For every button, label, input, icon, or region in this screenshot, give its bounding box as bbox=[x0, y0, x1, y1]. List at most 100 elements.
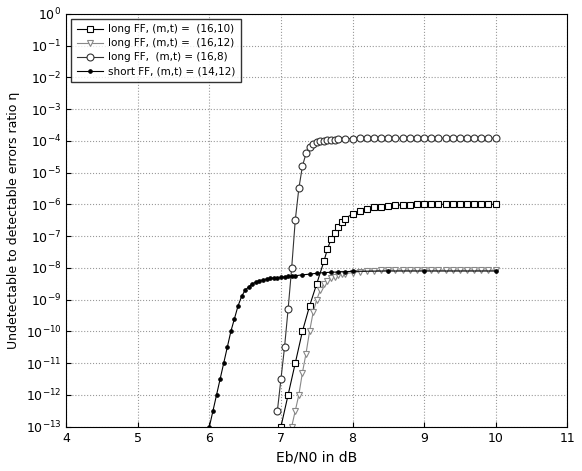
long FF, (m,t) =  (16,10) bbox=[392, 203, 399, 208]
long FF,  (m,t) = (16,8) bbox=[478, 136, 485, 141]
short FF, (m,t) = (14,12) bbox=[292, 273, 299, 279]
Y-axis label: Undetectable to detectable errors ratio η: Undetectable to detectable errors ratio … bbox=[7, 91, 20, 349]
short FF, (m,t) = (14,12) bbox=[253, 279, 260, 285]
short FF, (m,t) = (14,12) bbox=[256, 278, 263, 284]
short FF, (m,t) = (14,12) bbox=[213, 392, 220, 398]
long FF, (m,t) =  (16,12) bbox=[435, 267, 442, 273]
long FF,  (m,t) = (16,8) bbox=[342, 136, 349, 142]
long FF,  (m,t) = (16,8) bbox=[324, 138, 331, 143]
long FF, (m,t) =  (16,10) bbox=[492, 202, 499, 207]
short FF, (m,t) = (14,12) bbox=[328, 269, 335, 275]
long FF,  (m,t) = (16,8) bbox=[456, 136, 463, 141]
long FF, (m,t) =  (16,10) bbox=[363, 206, 370, 212]
short FF, (m,t) = (14,12) bbox=[278, 275, 285, 280]
short FF, (m,t) = (14,12) bbox=[321, 270, 328, 276]
long FF, (m,t) =  (16,12) bbox=[399, 267, 406, 273]
short FF, (m,t) = (14,12) bbox=[285, 274, 292, 279]
long FF, (m,t) =  (16,12) bbox=[328, 275, 335, 281]
long FF,  (m,t) = (16,8) bbox=[278, 376, 285, 382]
long FF,  (m,t) = (16,8) bbox=[281, 344, 288, 350]
long FF,  (m,t) = (16,8) bbox=[349, 136, 356, 141]
long FF,  (m,t) = (16,8) bbox=[471, 136, 478, 141]
long FF, (m,t) =  (16,12) bbox=[492, 267, 499, 273]
Line: long FF, (m,t) =  (16,10): long FF, (m,t) = (16,10) bbox=[278, 202, 498, 430]
long FF,  (m,t) = (16,8) bbox=[331, 137, 338, 142]
short FF, (m,t) = (14,12) bbox=[492, 268, 499, 274]
long FF, (m,t) =  (16,10) bbox=[385, 203, 392, 209]
long FF, (m,t) =  (16,12) bbox=[292, 408, 299, 414]
long FF, (m,t) =  (16,12) bbox=[303, 351, 310, 357]
long FF, (m,t) =  (16,12) bbox=[288, 424, 295, 430]
long FF, (m,t) =  (16,10) bbox=[478, 202, 485, 207]
Line: long FF, (m,t) =  (16,12): long FF, (m,t) = (16,12) bbox=[288, 267, 499, 430]
long FF, (m,t) =  (16,10) bbox=[338, 219, 345, 225]
short FF, (m,t) = (14,12) bbox=[421, 268, 428, 274]
short FF, (m,t) = (14,12) bbox=[267, 276, 274, 281]
long FF, (m,t) =  (16,10) bbox=[356, 208, 363, 213]
long FF, (m,t) =  (16,12) bbox=[471, 267, 478, 273]
long FF, (m,t) =  (16,10) bbox=[321, 259, 328, 264]
long FF,  (m,t) = (16,8) bbox=[285, 306, 292, 312]
long FF,  (m,t) = (16,8) bbox=[335, 137, 342, 142]
long FF, (m,t) =  (16,12) bbox=[335, 273, 342, 278]
long FF, (m,t) =  (16,12) bbox=[485, 267, 492, 273]
long FF,  (m,t) = (16,8) bbox=[295, 186, 302, 191]
long FF, (m,t) =  (16,10) bbox=[413, 202, 420, 207]
long FF,  (m,t) = (16,8) bbox=[442, 136, 449, 141]
short FF, (m,t) = (14,12) bbox=[206, 424, 213, 430]
long FF,  (m,t) = (16,8) bbox=[463, 136, 470, 141]
long FF, (m,t) =  (16,10) bbox=[342, 216, 349, 221]
long FF, (m,t) =  (16,12) bbox=[392, 267, 399, 273]
long FF, (m,t) =  (16,12) bbox=[371, 268, 378, 274]
long FF, (m,t) =  (16,10) bbox=[299, 329, 306, 334]
short FF, (m,t) = (14,12) bbox=[306, 271, 313, 277]
long FF,  (m,t) = (16,8) bbox=[449, 136, 456, 141]
short FF, (m,t) = (14,12) bbox=[228, 329, 235, 334]
short FF, (m,t) = (14,12) bbox=[245, 284, 252, 290]
long FF, (m,t) =  (16,10) bbox=[278, 424, 285, 430]
long FF, (m,t) =  (16,12) bbox=[349, 270, 356, 276]
short FF, (m,t) = (14,12) bbox=[203, 440, 210, 446]
short FF, (m,t) = (14,12) bbox=[260, 277, 267, 283]
long FF, (m,t) =  (16,12) bbox=[356, 269, 363, 275]
long FF, (m,t) =  (16,12) bbox=[449, 267, 456, 273]
long FF,  (m,t) = (16,8) bbox=[406, 136, 413, 141]
short FF, (m,t) = (14,12) bbox=[242, 287, 249, 293]
long FF, (m,t) =  (16,12) bbox=[421, 267, 428, 273]
long FF,  (m,t) = (16,8) bbox=[421, 136, 428, 141]
short FF, (m,t) = (14,12) bbox=[385, 268, 392, 274]
long FF, (m,t) =  (16,12) bbox=[299, 370, 306, 375]
long FF, (m,t) =  (16,12) bbox=[363, 268, 370, 274]
long FF,  (m,t) = (16,8) bbox=[292, 217, 299, 223]
long FF, (m,t) =  (16,12) bbox=[324, 278, 331, 284]
short FF, (m,t) = (14,12) bbox=[274, 275, 281, 281]
long FF, (m,t) =  (16,10) bbox=[435, 202, 442, 207]
long FF,  (m,t) = (16,8) bbox=[274, 408, 281, 414]
long FF, (m,t) =  (16,12) bbox=[321, 281, 328, 286]
short FF, (m,t) = (14,12) bbox=[335, 269, 342, 275]
short FF, (m,t) = (14,12) bbox=[288, 273, 295, 279]
short FF, (m,t) = (14,12) bbox=[263, 276, 270, 282]
long FF, (m,t) =  (16,10) bbox=[421, 202, 428, 207]
long FF,  (m,t) = (16,8) bbox=[313, 139, 320, 145]
long FF, (m,t) =  (16,10) bbox=[471, 202, 478, 207]
long FF, (m,t) =  (16,10) bbox=[292, 360, 299, 366]
long FF,  (m,t) = (16,8) bbox=[413, 136, 420, 141]
short FF, (m,t) = (14,12) bbox=[299, 272, 306, 277]
short FF, (m,t) = (14,12) bbox=[217, 376, 223, 382]
short FF, (m,t) = (14,12) bbox=[235, 303, 242, 309]
long FF, (m,t) =  (16,12) bbox=[317, 287, 324, 293]
long FF, (m,t) =  (16,10) bbox=[349, 211, 356, 217]
long FF, (m,t) =  (16,12) bbox=[338, 271, 345, 277]
long FF,  (m,t) = (16,8) bbox=[306, 144, 313, 150]
short FF, (m,t) = (14,12) bbox=[342, 269, 349, 275]
long FF,  (m,t) = (16,8) bbox=[399, 136, 406, 141]
long FF, (m,t) =  (16,10) bbox=[306, 303, 313, 309]
long FF,  (m,t) = (16,8) bbox=[356, 136, 363, 141]
long FF, (m,t) =  (16,10) bbox=[328, 236, 335, 242]
long FF, (m,t) =  (16,10) bbox=[399, 202, 406, 208]
long FF, (m,t) =  (16,12) bbox=[295, 392, 302, 398]
long FF,  (m,t) = (16,8) bbox=[310, 141, 317, 147]
long FF,  (m,t) = (16,8) bbox=[303, 151, 310, 156]
long FF, (m,t) =  (16,10) bbox=[378, 204, 385, 210]
